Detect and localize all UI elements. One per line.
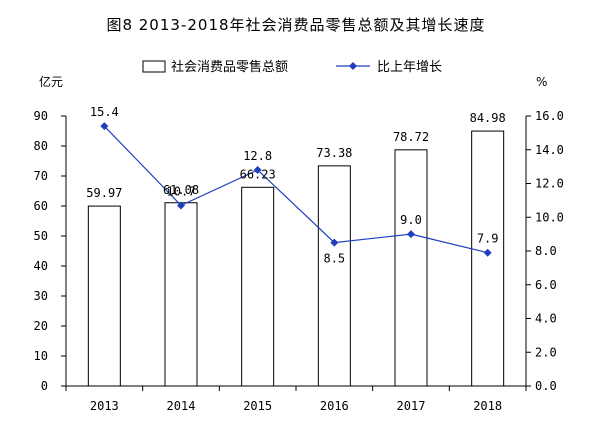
x-tick-label: 2017	[397, 399, 426, 413]
line-value-label: 7.9	[477, 232, 499, 246]
line-point	[407, 230, 415, 239]
bar-value-label: 66.23	[240, 167, 276, 181]
line-point	[253, 166, 262, 174]
legend-line-marker	[349, 62, 357, 70]
line-value-label: 10.7	[167, 184, 196, 198]
left-tick-label: 10	[34, 349, 48, 363]
bar-data-labels: 59.97 61.08 66.23 73.38 78.72 84.98	[86, 111, 505, 200]
legend-bar-label: 社会消费品零售总额	[171, 59, 288, 75]
right-axis-ticks: 0.0 2.0 4.0 6.0 8.0 10.0 12.0 14.0 16.0	[526, 109, 564, 393]
growth-line	[103, 125, 488, 254]
left-tick-label: 70	[34, 169, 48, 183]
bar-value-label: 84.98	[470, 111, 506, 125]
line-point	[177, 201, 185, 210]
left-tick-label: 30	[34, 289, 48, 303]
line-value-label: 8.5	[323, 252, 345, 266]
left-tick-label: 20	[34, 319, 48, 333]
line-value-label: 15.4	[90, 105, 119, 119]
bar-value-label: 61.08	[163, 183, 199, 197]
growth-line-series	[100, 122, 492, 257]
line-value-label: 9.0	[400, 213, 422, 227]
x-tick-label: 2015	[243, 399, 272, 413]
right-tick-label: 6.0	[535, 278, 557, 292]
left-tick-label: 50	[34, 229, 48, 243]
right-tick-label: 12.0	[535, 177, 564, 191]
bar-value-label: 73.38	[316, 146, 352, 160]
right-tick-label: 4.0	[535, 312, 557, 326]
right-tick-label: 0.0	[535, 379, 557, 393]
x-tick-label: 2018	[473, 399, 502, 413]
bar	[241, 186, 275, 387]
left-axis-ticks: 0 10 20 30 40 50 60 70 80 90	[34, 109, 66, 393]
bar-value-label: 78.72	[393, 130, 429, 144]
x-tick-label: 2013	[90, 399, 119, 413]
left-axis-unit: 亿元	[39, 74, 63, 89]
x-tick-label: 2016	[320, 399, 349, 413]
x-axis-ticks: 2013 2014 2015 2016 2017 2018	[65, 386, 527, 413]
right-tick-label: 14.0	[535, 143, 564, 157]
line-point	[330, 238, 339, 247]
x-tick-label: 2014	[167, 399, 196, 413]
line-data-labels: 15.4 10.7 12.8 8.5 9.0 7.9	[90, 105, 499, 265]
legend-line-label: 比上年增长	[377, 60, 442, 75]
left-tick-label: 80	[34, 139, 48, 153]
bar	[394, 149, 428, 387]
bar-value-label: 59.97	[86, 186, 122, 200]
bar	[471, 130, 505, 387]
left-tick-label: 60	[34, 199, 48, 213]
left-tick-label: 90	[34, 109, 48, 123]
line-value-label: 12.8	[243, 149, 272, 163]
right-tick-label: 10.0	[535, 210, 564, 224]
bar	[164, 202, 198, 387]
legend: 社会消费品零售总额 比上年增长	[142, 59, 442, 75]
bar	[87, 205, 121, 387]
bar	[317, 165, 351, 387]
bar-series	[87, 130, 505, 387]
left-tick-label: 40	[34, 259, 48, 273]
right-axis-unit: %	[536, 75, 547, 89]
chart-title: 图8 2013-2018年社会消费品零售总额及其增长速度	[106, 16, 485, 34]
line-point	[100, 122, 109, 131]
right-tick-label: 2.0	[535, 345, 557, 359]
line-point	[483, 248, 492, 257]
legend-bar-swatch	[142, 60, 166, 73]
right-tick-label: 8.0	[535, 244, 557, 258]
right-tick-label: 16.0	[535, 109, 564, 123]
left-tick-label: 0	[41, 379, 48, 393]
